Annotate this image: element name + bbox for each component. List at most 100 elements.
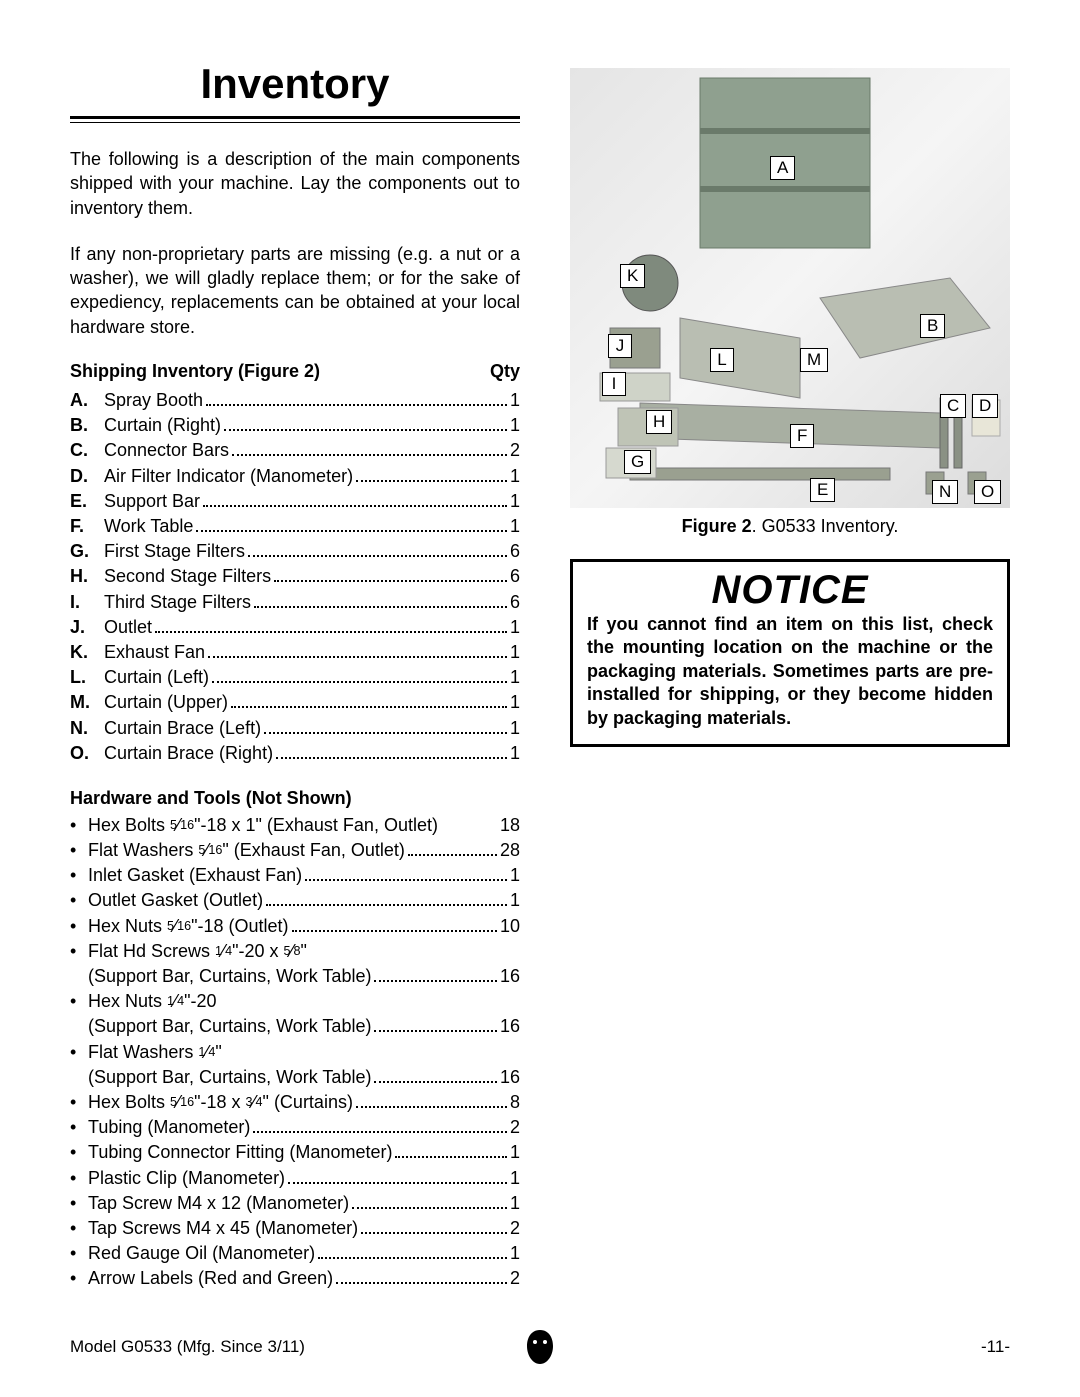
- shipping-item: O.Curtain Brace (Right)1: [70, 741, 520, 766]
- notice-title: NOTICE: [587, 568, 993, 613]
- hardware-item-desc: Hex Bolts 5⁄16"-18 x 3⁄4" (Curtains): [88, 1090, 353, 1115]
- leader-dots: [266, 904, 507, 906]
- page-footer: Model G0533 (Mfg. Since 3/11) -11-: [70, 1337, 1010, 1357]
- hardware-header: Hardware and Tools (Not Shown): [70, 788, 520, 809]
- leader-dots: [288, 1182, 507, 1184]
- shipping-item: G.First Stage Filters 6: [70, 539, 520, 564]
- hardware-item-qty: 1: [510, 1140, 520, 1165]
- shipping-item-letter: B.: [70, 413, 104, 438]
- shipping-item-desc: Curtain Brace (Left): [104, 716, 261, 741]
- figure-callout-C: C: [940, 394, 966, 418]
- hardware-item: •Flat Washers 1⁄4"(Support Bar, Curtains…: [70, 1040, 520, 1090]
- hardware-item-desc: Plastic Clip (Manometer): [88, 1166, 285, 1191]
- figure-caption-bold: Figure 2: [682, 516, 752, 536]
- leader-dots: [361, 1232, 507, 1234]
- intro-paragraph-1: The following is a description of the ma…: [70, 147, 520, 220]
- shipping-item-desc: Air Filter Indicator (Manometer): [104, 464, 353, 489]
- shipping-item: M.Curtain (Upper)1: [70, 690, 520, 715]
- leader-dots: [231, 706, 507, 708]
- shipping-item-qty: 6: [510, 590, 520, 615]
- shipping-item-qty: 1: [510, 640, 520, 665]
- shipping-item-qty: 1: [510, 489, 520, 514]
- leader-dots: [224, 429, 507, 431]
- shipping-item-qty: 1: [510, 716, 520, 741]
- shipping-item-desc: Curtain (Right): [104, 413, 221, 438]
- hardware-item: •Tap Screws M4 x 45 (Manometer)2: [70, 1216, 520, 1241]
- hardware-item-qty: 1: [510, 1241, 520, 1266]
- bullet-icon: •: [70, 888, 88, 913]
- leader-dots: [155, 631, 507, 633]
- bullet-icon: •: [70, 1191, 88, 1216]
- shipping-item: B.Curtain (Right)1: [70, 413, 520, 438]
- hardware-item-qty: 2: [510, 1216, 520, 1241]
- shipping-item-letter: A.: [70, 388, 104, 413]
- figure-callout-O: O: [974, 480, 1001, 504]
- shipping-item: A.Spray Booth1: [70, 388, 520, 413]
- hardware-item: •Plastic Clip (Manometer)1: [70, 1166, 520, 1191]
- bullet-icon: •: [70, 838, 88, 863]
- figure-callout-H: H: [646, 410, 672, 434]
- right-column: ABCDEFGHIJKLMNO Figure 2. G0533 Inventor…: [570, 60, 1010, 1291]
- bullet-icon: •: [70, 1266, 88, 1291]
- figure-callout-L: L: [710, 348, 734, 372]
- shipping-item-letter: N.: [70, 716, 104, 741]
- shipping-item: E.Support Bar1: [70, 489, 520, 514]
- shipping-item-letter: D.: [70, 464, 104, 489]
- shipping-item-letter: L.: [70, 665, 104, 690]
- hardware-item: •Tubing Connector Fitting (Manometer)1: [70, 1140, 520, 1165]
- figure-caption-rest: . G0533 Inventory.: [752, 516, 899, 536]
- shipping-item: N.Curtain Brace (Left) 1: [70, 716, 520, 741]
- figure-callout-E: E: [810, 478, 835, 502]
- hardware-item-desc: Outlet Gasket (Outlet): [88, 888, 263, 913]
- shipping-item: L.Curtain (Left)1: [70, 665, 520, 690]
- shipping-header-right: Qty: [490, 361, 520, 382]
- hardware-item-desc-line2: (Support Bar, Curtains, Work Table): [88, 1014, 371, 1039]
- shipping-item-desc: Third Stage Filters: [104, 590, 251, 615]
- figure-callout-I: I: [602, 372, 626, 396]
- shipping-item-desc: Outlet: [104, 615, 152, 640]
- shipping-item-qty: 1: [510, 615, 520, 640]
- shipping-item: J.Outlet1: [70, 615, 520, 640]
- hardware-item-qty: 28: [500, 838, 520, 863]
- shipping-item: H.Second Stage Filters6: [70, 564, 520, 589]
- shipping-item-qty: 1: [510, 690, 520, 715]
- bullet-icon: •: [70, 939, 88, 964]
- shipping-item-letter: G.: [70, 539, 104, 564]
- hardware-item-qty: 1: [510, 888, 520, 913]
- shipping-item-qty: 6: [510, 539, 520, 564]
- shipping-item: I.Third Stage Filters6: [70, 590, 520, 615]
- shipping-item-letter: E.: [70, 489, 104, 514]
- leader-dots: [305, 879, 507, 881]
- shipping-item-qty: 1: [510, 741, 520, 766]
- hardware-item: •Hex Nuts 1⁄4"-20(Support Bar, Curtains,…: [70, 989, 520, 1039]
- leader-dots: [356, 480, 507, 482]
- bullet-icon: •: [70, 813, 88, 838]
- bullet-icon: •: [70, 1241, 88, 1266]
- bullet-icon: •: [70, 1090, 88, 1115]
- footer-logo-icon: [519, 1326, 561, 1368]
- leader-dots: [196, 530, 507, 532]
- hardware-item: •Inlet Gasket (Exhaust Fan)1: [70, 863, 520, 888]
- shipping-item-qty: 1: [510, 514, 520, 539]
- hardware-item: •Hex Nuts 5⁄16"-18 (Outlet)10: [70, 914, 520, 939]
- hardware-item-qty: 1: [510, 1191, 520, 1216]
- shipping-item-letter: F.: [70, 514, 104, 539]
- shipping-item-desc: First Stage Filters: [104, 539, 245, 564]
- leader-dots: [248, 555, 507, 557]
- figure-callout-B: B: [920, 314, 945, 338]
- hardware-item-desc-line2: (Support Bar, Curtains, Work Table): [88, 1065, 371, 1090]
- hardware-item-desc: Tubing (Manometer): [88, 1115, 250, 1140]
- figure-callout-N: N: [932, 480, 958, 504]
- title-rule-thin: [70, 122, 520, 123]
- leader-dots: [254, 606, 507, 608]
- leader-dots: [276, 757, 507, 759]
- leader-dots: [274, 580, 507, 582]
- leader-dots: [232, 454, 507, 456]
- hardware-item-qty: 2: [510, 1115, 520, 1140]
- leader-dots: [336, 1282, 507, 1284]
- shipping-item-letter: H.: [70, 564, 104, 589]
- hardware-item-qty: 16: [500, 964, 520, 989]
- hardware-item: •Tubing (Manometer)2: [70, 1115, 520, 1140]
- hardware-item-qty: 8: [510, 1090, 520, 1115]
- hardware-item-desc: Tubing Connector Fitting (Manometer): [88, 1140, 392, 1165]
